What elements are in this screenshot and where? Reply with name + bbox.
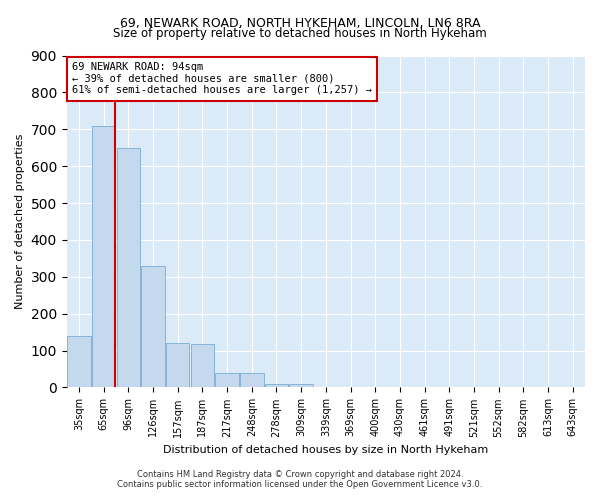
Bar xyxy=(215,372,239,388)
Text: 69 NEWARK ROAD: 94sqm
← 39% of detached houses are smaller (800)
61% of semi-det: 69 NEWARK ROAD: 94sqm ← 39% of detached … xyxy=(72,62,372,96)
Bar xyxy=(67,336,91,388)
Y-axis label: Number of detached properties: Number of detached properties xyxy=(15,134,25,309)
Bar xyxy=(116,148,140,388)
Text: Contains HM Land Registry data © Crown copyright and database right 2024.
Contai: Contains HM Land Registry data © Crown c… xyxy=(118,470,482,489)
Bar xyxy=(166,343,190,388)
X-axis label: Distribution of detached houses by size in North Hykeham: Distribution of detached houses by size … xyxy=(163,445,488,455)
Text: Size of property relative to detached houses in North Hykeham: Size of property relative to detached ho… xyxy=(113,28,487,40)
Bar xyxy=(289,384,313,388)
Text: 69, NEWARK ROAD, NORTH HYKEHAM, LINCOLN, LN6 8RA: 69, NEWARK ROAD, NORTH HYKEHAM, LINCOLN,… xyxy=(120,18,480,30)
Bar xyxy=(265,384,288,388)
Bar xyxy=(92,126,115,388)
Bar xyxy=(142,266,165,388)
Bar xyxy=(191,344,214,388)
Bar xyxy=(240,372,263,388)
